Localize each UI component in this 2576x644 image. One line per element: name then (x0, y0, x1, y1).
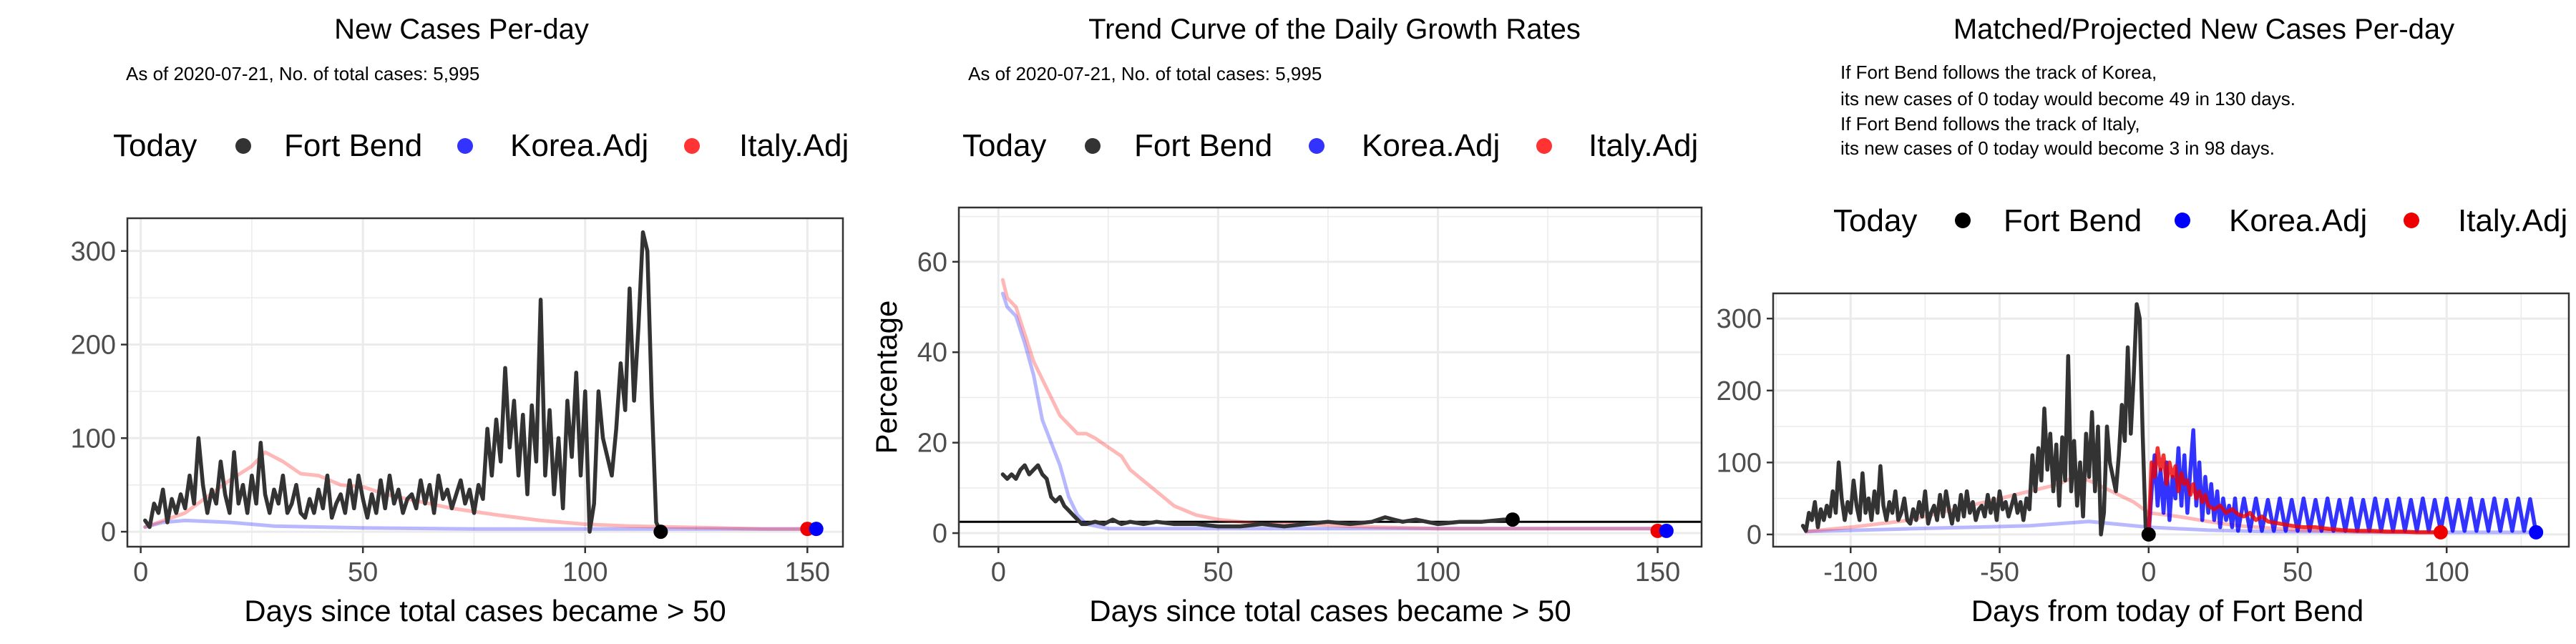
chart-1-panel-border (126, 217, 844, 548)
chart-2-x-tick-label: 0 (991, 557, 1006, 587)
chart-3-subtitle-line-2: its new cases of 0 today would become 49… (1840, 88, 2296, 109)
chart-2-x-axis-label: Days since total cases became > 50 (1089, 594, 1571, 628)
chart-2-legend-key-korea (1309, 138, 1324, 154)
chart-3-legend-title: Today (1833, 203, 1917, 238)
chart-1-series-layer (143, 230, 819, 534)
chart-2-grid (959, 208, 1702, 547)
chart-2-title: Trend Curve of the Daily Growth Rates (1088, 14, 1581, 45)
chart-1-legend-key-fort-bend (235, 138, 251, 154)
chart-3-plot-area: -100 -50 0 50 100 0 100 200 300 (1717, 292, 2570, 587)
chart-1-today-point-fort-bend (653, 525, 668, 540)
chart-3-panel-border (1772, 292, 2570, 548)
chart-3-x-tick-label: 100 (2424, 557, 2469, 587)
chart-1-y-tick-label: 100 (71, 424, 116, 454)
chart-2-y-tick-label: 40 (917, 338, 947, 368)
chart-3-x-tick-label: -50 (1980, 557, 2019, 587)
chart-1-y-tick-label: 200 (71, 331, 116, 361)
chart-2-plot-area: 0 50 100 150 0 20 40 60 Percentage (869, 206, 1703, 587)
chart-3-x-axis-label: Days from today of Fort Bend (1971, 594, 2364, 628)
chart-3-today-point-italy-adj (2433, 525, 2448, 540)
chart-1-x-tick-label: 0 (133, 557, 148, 587)
chart-3-subtitle-line-1: If Fort Bend follows the track of Korea, (1840, 62, 2157, 83)
chart-3-x-tick-label: 0 (2141, 557, 2156, 587)
chart-1-subtitle: As of 2020-07-21, No. of total cases: 5,… (126, 63, 479, 84)
chart-3-subtitle-line-4: its new cases of 0 today would become 3 … (1840, 137, 2275, 159)
chart-1-today-point-korea-adj (809, 522, 824, 537)
chart-2-series-fort-bend-main (1000, 463, 1515, 529)
chart-3-legend-label-fort-bend: Fort Bend (2004, 203, 2142, 238)
chart-3-series-fort-bend-main (1800, 302, 2151, 537)
chart-3-y-tick-label: 200 (1717, 376, 1762, 406)
chart-1-legend-label-fort-bend: Fort Bend (284, 128, 422, 163)
chart-1-legend-key-korea (457, 138, 473, 154)
chart-3-today-point-korea-adj (2529, 525, 2544, 540)
chart-3-legend-key-fort-bend (1955, 213, 1971, 228)
chart-3-x-tick-label: -100 (1823, 557, 1878, 587)
chart-1-y-tick-label: 0 (101, 517, 116, 547)
chart-panel-3: Matched/Projected New Cases Per-day If F… (1717, 14, 2570, 628)
chart-3-today-point-fort-bend (2141, 527, 2156, 542)
chart-2-today-point-fort-bend (1505, 512, 1520, 527)
chart-1-legend-title: Today (113, 128, 197, 163)
chart-2-legend-key-fort-bend (1085, 138, 1101, 154)
chart-1-x-tick-label: 100 (562, 557, 608, 587)
chart-3-legend: Today Fort Bend Korea.Adj Italy.Adj (1833, 203, 2567, 238)
chart-2-x-tick-label: 100 (1415, 557, 1460, 587)
chart-3-y-tick-label: 300 (1717, 304, 1762, 334)
chart-1-legend-label-italy: Italy.Adj (739, 128, 849, 163)
chart-1-series-fort-bend-main (143, 230, 663, 534)
chart-2-y-tick-label: 0 (932, 519, 947, 549)
chart-2-legend-label-italy: Italy.Adj (1589, 128, 1698, 163)
chart-panel-1: New Cases Per-day As of 2020-07-21, No. … (71, 14, 849, 628)
chart-3-legend-key-italy (2404, 213, 2419, 228)
chart-2-panel-border (957, 206, 1703, 548)
chart-1-x-tick-label: 150 (785, 557, 830, 587)
chart-1-legend-key-italy (684, 138, 700, 154)
chart-2-legend-title: Today (962, 128, 1046, 163)
chart-2-panel-background (959, 208, 1702, 547)
chart-3-legend-key-korea (2175, 213, 2190, 228)
chart-3-x-tick-label: 50 (2283, 557, 2313, 587)
chart-1-grid (127, 218, 843, 547)
chart-2-y-tick-label: 20 (917, 429, 947, 459)
chart-1-legend-label-korea: Korea.Adj (510, 128, 648, 163)
chart-panel-2: Trend Curve of the Daily Growth Rates As… (869, 14, 1703, 628)
chart-1-y-tick-label: 300 (71, 237, 116, 267)
chart-1-panel-background (127, 218, 843, 547)
chart-3-legend-label-italy: Italy.Adj (2458, 203, 2567, 238)
chart-3-legend-label-korea: Korea.Adj (2229, 203, 2367, 238)
chart-2-subtitle: As of 2020-07-21, No. of total cases: 5,… (968, 63, 1322, 84)
chart-2-y-axis-label: Percentage (869, 301, 903, 454)
chart-2-x-tick-label: 50 (1203, 557, 1233, 587)
chart-3-y-tick-label: 0 (1747, 520, 1762, 550)
chart-3-subtitle: If Fort Bend follows the track of Korea,… (1840, 62, 2296, 159)
chart-2-x-tick-label: 150 (1635, 557, 1680, 587)
chart-2-y-tick-label: 60 (917, 248, 947, 278)
chart-1-plot-area: 0 50 100 150 0 100 200 300 (71, 217, 844, 587)
chart-2-legend: Today Fort Bend Korea.Adj Italy.Adj (962, 128, 1698, 163)
chart-3-title: Matched/Projected New Cases Per-day (1953, 14, 2454, 45)
chart-2-series-layer (959, 278, 1702, 531)
chart-2-today-point-korea-adj (1659, 523, 1674, 538)
chart-1-x-tick-label: 50 (348, 557, 378, 587)
chart-1-legend: Today Fort Bend Korea.Adj Italy.Adj (113, 128, 849, 163)
chart-3-y-tick-label: 100 (1717, 448, 1762, 478)
chart-2-legend-label-korea: Korea.Adj (1362, 128, 1500, 163)
chart-1-title: New Cases Per-day (334, 14, 589, 45)
chart-3-series-italy-adj-proj (2147, 446, 2443, 537)
chart-1-series-korea-adj-faint (143, 518, 819, 531)
chart-2-series-italy-adj-faint (1000, 278, 1660, 531)
chart-3-subtitle-line-3: If Fort Bend follows the track of Italy, (1840, 113, 2140, 135)
chart-1-x-axis-label: Days since total cases became > 50 (244, 594, 726, 628)
chart-3-series-korea-adj-proj (2147, 428, 2538, 537)
chart-2-legend-key-italy (1536, 138, 1552, 154)
chart-2-legend-label-fort-bend: Fort Bend (1134, 128, 1272, 163)
